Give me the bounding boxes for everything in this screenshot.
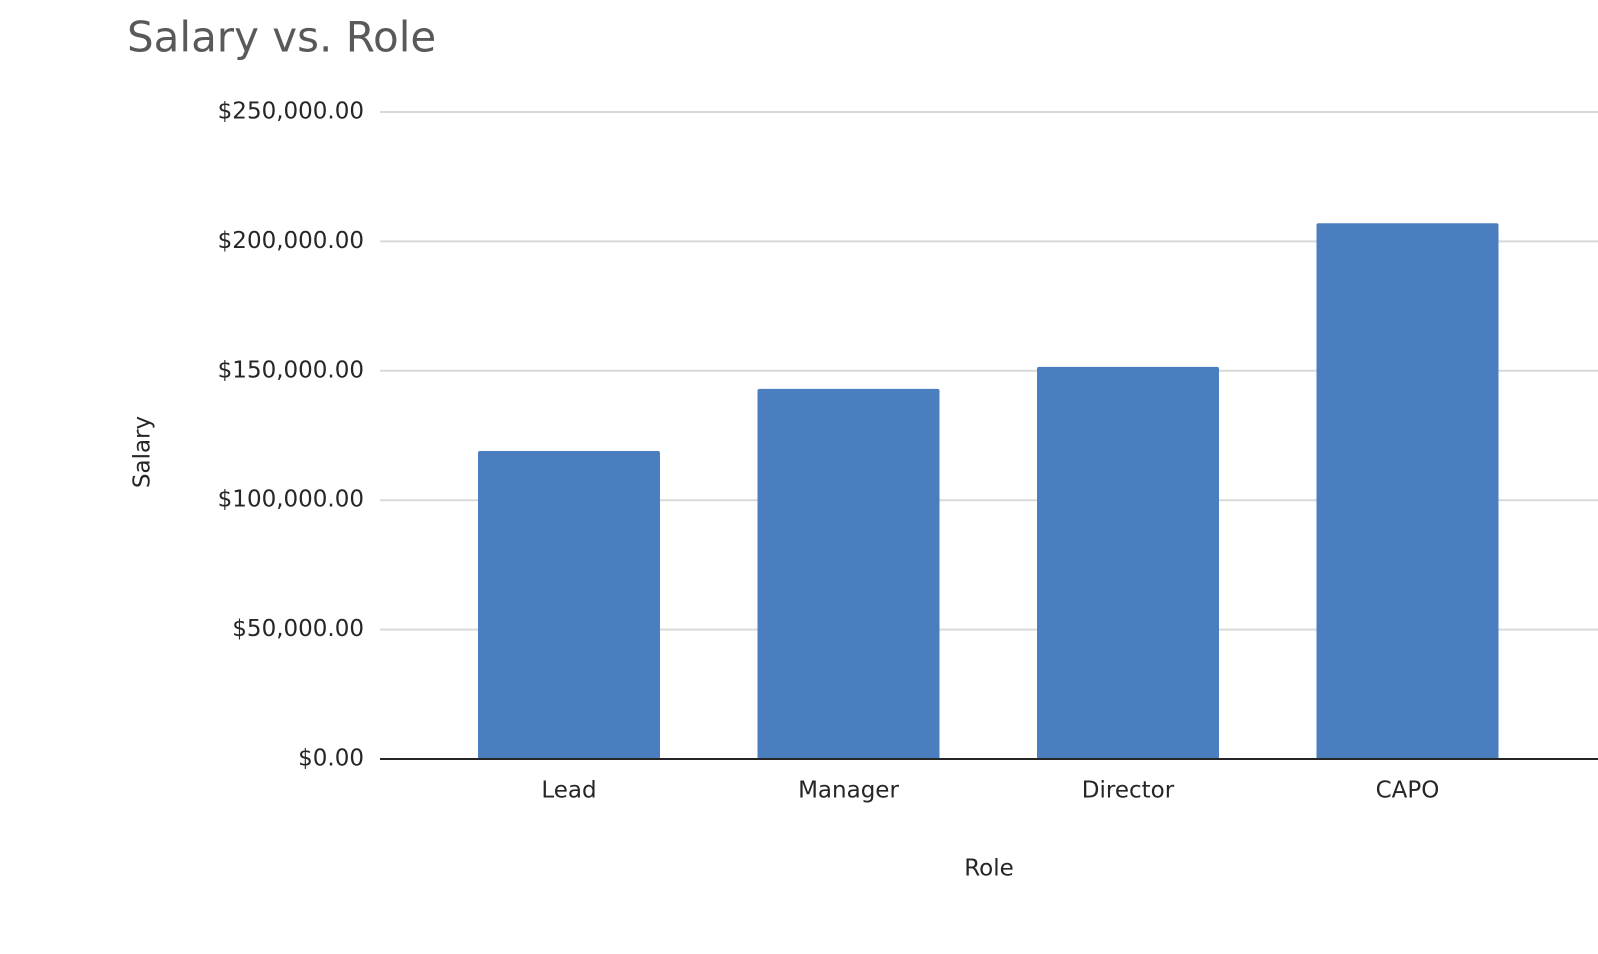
chart-title: Salary vs. Role (127, 13, 436, 62)
bar (478, 451, 660, 759)
x-tick-label: CAPO (1376, 778, 1440, 804)
x-tick-label: Lead (541, 778, 596, 804)
bar (1037, 366, 1219, 759)
y-tick-label: $50,000.00 (232, 616, 364, 642)
x-axis-label: Role (964, 856, 1014, 882)
bar (757, 388, 940, 759)
y-tick-label: $250,000.00 (218, 99, 364, 125)
y-axis-label: Salary (130, 416, 156, 488)
bar (1316, 223, 1499, 759)
y-tick-label: $150,000.00 (218, 357, 364, 383)
y-tick-label: $200,000.00 (218, 228, 364, 254)
y-tick-label: $100,000.00 (218, 487, 364, 513)
x-tick-label: Manager (798, 778, 899, 804)
y-tick-label: $0.00 (298, 746, 364, 772)
x-tick-label: Director (1082, 778, 1175, 804)
